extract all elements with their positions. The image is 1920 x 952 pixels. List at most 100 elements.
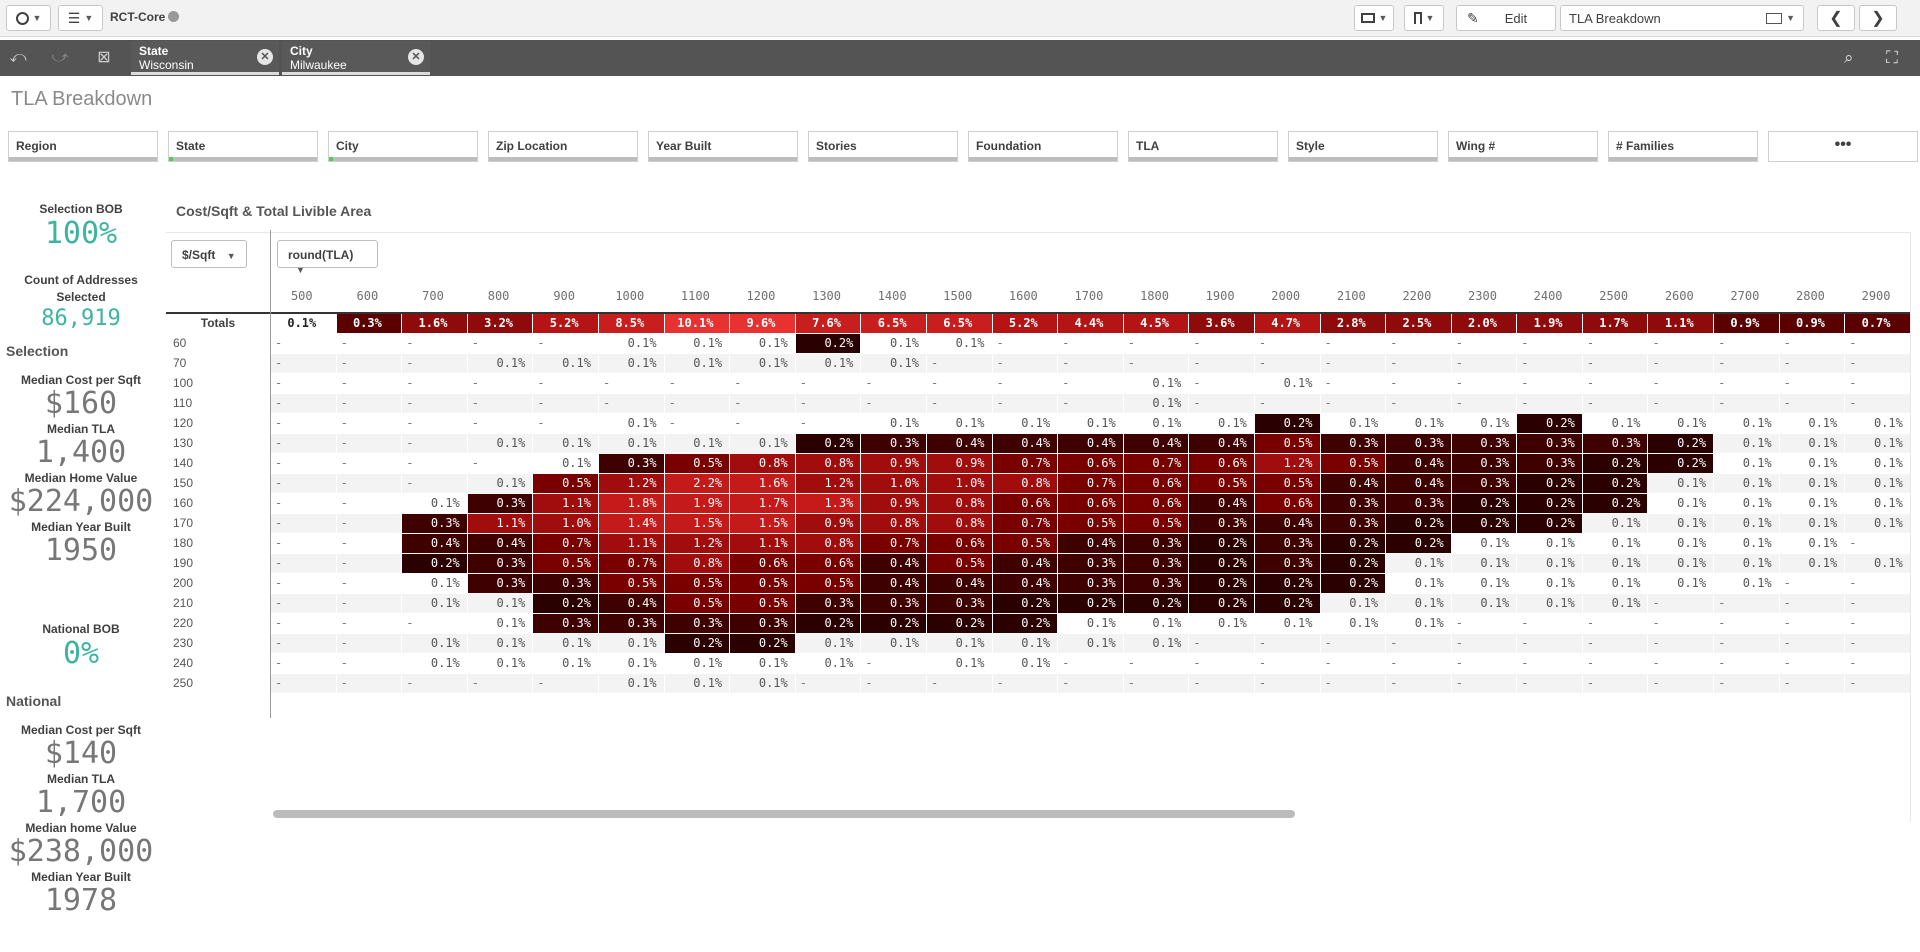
row-header-cell: 60 <box>166 332 271 354</box>
column-header-cell[interactable]: 600 <box>336 280 402 313</box>
filter-pane[interactable]: Wing # <box>1448 131 1598 162</box>
pivot-cell: - <box>335 652 403 674</box>
pivot-cell: 0.1% <box>1713 552 1780 574</box>
filter-pane[interactable]: Region <box>8 131 158 162</box>
pivot-cell: - <box>794 392 862 414</box>
column-header-cell[interactable]: 2100 <box>1320 280 1386 313</box>
filter-pane[interactable]: City <box>328 131 478 162</box>
next-sheet-button[interactable]: ❯ <box>1859 5 1897 31</box>
pivot-cell: 0.6% <box>1122 472 1190 494</box>
pivot-cell: - <box>270 512 337 534</box>
column-dimension-dropdown[interactable]: round(TLA) ▼ <box>277 240 378 275</box>
column-header-cell[interactable]: 2600 <box>1647 280 1714 313</box>
clear-selection-icon[interactable]: ✕ <box>257 49 273 65</box>
pivot-cell: 0.1% <box>1319 412 1387 434</box>
column-header-cell[interactable]: 2400 <box>1516 280 1583 313</box>
column-header-cell[interactable]: 2900 <box>1844 280 1911 313</box>
pivot-row: 150- - -0.1% 0.5% 1.2% 2.2% 1.6% 1.2% 1.0% 1.0% 0.… <box>166 472 1911 494</box>
filter-pane[interactable]: Style <box>1288 131 1438 162</box>
pivot-cell: 0.7% <box>991 452 1059 474</box>
pivot-cell: 0.3% <box>1450 452 1518 474</box>
column-header-cell[interactable]: 1100 <box>664 280 730 313</box>
previous-sheet-button[interactable]: ❮ <box>1817 5 1855 31</box>
nat-year-label: Median Year Built <box>31 870 131 884</box>
row-header-cell: 180 <box>166 532 271 554</box>
column-header-cell[interactable]: 1200 <box>729 280 796 313</box>
pivot-row: 110- - - - - - - - - - - - -0.1% - - - - - - - - - - - <box>166 392 1911 414</box>
sel-home-label: Median Home Value <box>24 471 138 485</box>
row-header-cell: 120 <box>166 412 271 434</box>
navigation-menu-button[interactable]: ▼ <box>6 5 51 31</box>
pivot-cell: - <box>270 352 337 374</box>
pivot-cell: - <box>1581 352 1649 374</box>
filter-pane[interactable]: Year Built <box>648 131 798 162</box>
pivot-cell: 0.1% <box>1647 492 1715 514</box>
filter-pane[interactable]: TLA <box>1128 131 1278 162</box>
column-header-cell[interactable]: 1900 <box>1188 280 1255 313</box>
column-header-cell[interactable]: 1500 <box>926 280 993 313</box>
pivot-cell: - <box>1057 672 1124 694</box>
edit-button[interactable]: ✎ Edit <box>1456 5 1556 31</box>
selection-field: City <box>290 44 313 58</box>
column-header-cell[interactable]: 1300 <box>795 280 861 313</box>
column-header-cell[interactable]: 2700 <box>1713 280 1780 313</box>
more-filters-button[interactable]: ••• <box>1768 131 1918 162</box>
pivot-cell: 1.0% <box>860 472 927 494</box>
pivot-cell: - <box>1844 372 1911 394</box>
filter-pane[interactable]: # Families <box>1608 131 1758 162</box>
pivot-cell: - <box>1844 652 1911 674</box>
selection-chip-state[interactable]: State Wisconsin ✕ <box>131 41 279 75</box>
column-header-cell[interactable]: 1400 <box>860 280 927 313</box>
pivot-cell: - <box>270 672 337 694</box>
filter-pane[interactable]: State <box>168 131 318 162</box>
pivot-cell: - <box>1647 332 1715 354</box>
column-header-cell[interactable]: 2500 <box>1582 280 1648 313</box>
filter-pane[interactable]: Foundation <box>968 131 1118 162</box>
pivot-cell: - <box>794 372 862 394</box>
column-header-cell[interactable]: 1800 <box>1123 280 1189 313</box>
pivot-cell: 0.3% <box>466 552 534 574</box>
pivot-cell: 0.1% <box>663 432 731 454</box>
pivot-cell: - <box>1713 632 1780 654</box>
search-icon[interactable]: ⌕ <box>1844 48 1854 67</box>
pivot-cell: 0.4% <box>466 532 534 554</box>
pivot-cell: 0.5% <box>1253 472 1321 494</box>
pivot-cell: 0.3% <box>1516 452 1583 474</box>
selections-tool-icon[interactable]: ⛶ <box>1886 48 1898 67</box>
row-dimension-dropdown[interactable]: $/Sqft ▼ <box>171 240 247 268</box>
step-forward-icon[interactable]: ⤻ <box>51 49 69 66</box>
chevron-down-icon: ▼ <box>1378 13 1388 23</box>
clear-all-selections-icon[interactable]: ⊠ <box>97 49 111 66</box>
national-bob-label: National BOB <box>42 622 120 636</box>
filter-pane[interactable]: Zip Location <box>488 131 638 162</box>
horizontal-scrollbar[interactable] <box>273 810 1295 818</box>
column-header-cell[interactable]: 1000 <box>598 280 665 313</box>
step-back-icon[interactable]: ⤺ <box>9 49 27 66</box>
present-button[interactable]: ▼ <box>1354 5 1394 31</box>
sheet-selector[interactable]: TLA Breakdown ▼ <box>1560 5 1804 31</box>
filter-pane[interactable]: Stories <box>808 131 958 162</box>
column-header-cell[interactable]: 2200 <box>1385 280 1452 313</box>
pivot-cell: 0.4% <box>1188 492 1255 514</box>
pivot-cell: 0.6% <box>1253 492 1321 514</box>
sheet-thumbnail-icon <box>1766 12 1783 24</box>
global-menu-button[interactable]: ☰ ▼ <box>58 5 103 31</box>
column-header-cell[interactable]: 2800 <box>1779 280 1845 313</box>
pivot-cell: 0.3% <box>860 592 927 614</box>
column-header-cell[interactable]: 800 <box>467 280 533 313</box>
column-header-cell[interactable]: 1700 <box>1057 280 1124 313</box>
pivot-row: 180- -0.4% 0.4% 0.7% 1.1% 1.2% 1.1% 0.8% 0.7% 0.6… <box>166 532 1911 554</box>
column-header-cell[interactable]: 700 <box>401 280 468 313</box>
column-header-cell[interactable]: 900 <box>532 280 599 313</box>
column-header-cell[interactable]: 1600 <box>992 280 1058 313</box>
bookmarks-button[interactable]: ▼ <box>1404 5 1444 31</box>
pivot-cell: - <box>1516 372 1583 394</box>
filter-state-bar <box>1289 157 1437 161</box>
column-header-cell[interactable]: 2300 <box>1451 280 1517 313</box>
selection-chip-city[interactable]: City Milwaukee ✕ <box>282 41 430 75</box>
clear-selection-icon[interactable]: ✕ <box>408 49 424 65</box>
column-header-cell[interactable]: 2000 <box>1254 280 1320 313</box>
pivot-cell: 0.3% <box>1122 572 1190 594</box>
totals-cell: 3.6% <box>1188 312 1255 334</box>
column-header-cell[interactable]: 500 <box>270 280 337 313</box>
